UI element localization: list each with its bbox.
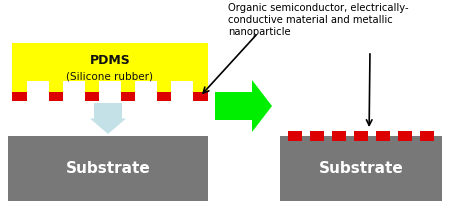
Bar — [27, 81, 49, 101]
Text: conductive material and metallic: conductive material and metallic — [228, 15, 393, 25]
Bar — [398, 131, 412, 141]
Bar — [157, 92, 171, 101]
Bar — [354, 131, 368, 141]
Bar — [171, 81, 193, 101]
Bar — [12, 92, 27, 101]
Bar — [63, 81, 85, 101]
Bar — [288, 131, 302, 141]
Bar — [49, 92, 63, 101]
Bar — [99, 81, 121, 101]
Bar — [193, 92, 208, 101]
Text: PDMS: PDMS — [90, 54, 130, 67]
Text: (Silicone rubber): (Silicone rubber) — [67, 72, 153, 82]
Bar — [85, 92, 99, 101]
Bar — [135, 81, 157, 101]
Bar — [376, 131, 390, 141]
Bar — [420, 131, 434, 141]
Bar — [12, 43, 208, 101]
Bar — [332, 131, 346, 141]
Text: Organic semiconductor, electrically-: Organic semiconductor, electrically- — [228, 3, 409, 13]
Bar — [280, 136, 442, 201]
Bar — [310, 131, 324, 141]
Bar — [8, 136, 208, 201]
Text: Substrate: Substrate — [66, 161, 150, 176]
Text: Substrate: Substrate — [319, 161, 403, 176]
Text: nanoparticle: nanoparticle — [228, 27, 291, 37]
Polygon shape — [215, 80, 272, 132]
Bar — [121, 92, 135, 101]
Polygon shape — [90, 103, 126, 134]
